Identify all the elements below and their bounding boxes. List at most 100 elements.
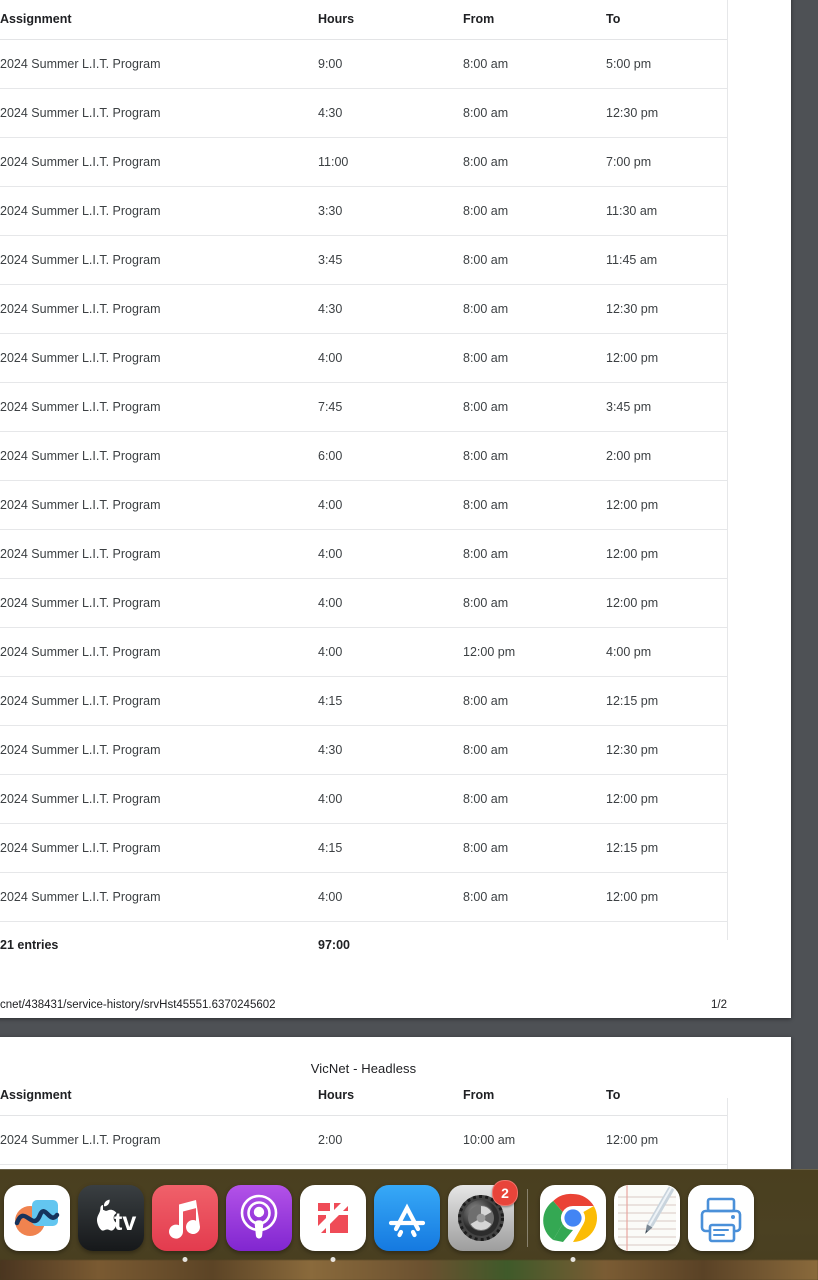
to-cell: 12:15 pm (606, 676, 727, 726)
table-header: Assignment Hours From To (0, 1076, 727, 1116)
table-header-row: Assignment Hours From To (0, 0, 727, 40)
service-history-table-wrap-page2: Assignment Hours From To 2024 Summer L.I… (0, 1076, 728, 1218)
dock-separator (518, 1188, 536, 1248)
column-header-from: From (463, 0, 606, 40)
table-row: 2024 Summer L.I.T. Program 6:00 8:00 am 2:0… (0, 431, 727, 481)
to-cell: 12:00 pm (606, 529, 727, 579)
total-entries-label: 21 entries (0, 938, 59, 952)
to-cell: 12:30 pm (606, 88, 727, 138)
from-cell: 8:00 am (463, 186, 606, 236)
assignment-cell: 2024 Summer L.I.T. Program (0, 235, 318, 285)
table-row: 2024 Summer L.I.T. Program 4:00 8:00 am 12:… (0, 578, 727, 628)
table-row: 2024 Summer L.I.T. Program 3:30 8:00 am 11:… (0, 186, 727, 236)
service-history-table-page2: Assignment Hours From To 2024 Summer L.I… (0, 1076, 727, 1165)
print-preview-page-1: Assignment Hours From To 2024 Summer L.I… (0, 0, 791, 1018)
table-footer: 21 entries 97:00 (0, 922, 727, 969)
to-cell: 3:45 pm (606, 382, 727, 432)
table-row: 2024 Summer L.I.T. Program 4:15 8:00 am 12:… (0, 676, 727, 726)
to-cell: 12:00 pm (606, 333, 727, 383)
hours-cell: 6:00 (318, 431, 463, 481)
dock-item-list: tv (0, 1176, 818, 1262)
hours-cell: 4:30 (318, 725, 463, 775)
to-cell: 12:00 pm (606, 774, 727, 824)
total-to-blank (606, 922, 727, 969)
table-header: Assignment Hours From To (0, 0, 727, 40)
assignment-cell: 2024 Summer L.I.T. Program (0, 725, 318, 775)
dock-badge-system-settings: 2 (492, 1180, 518, 1206)
hours-cell: 4:00 (318, 480, 463, 530)
assignment-cell: 2024 Summer L.I.T. Program (0, 823, 318, 873)
dock-item-google-chrome[interactable] (536, 1176, 610, 1262)
assignment-cell: 2024 Summer L.I.T. Program (0, 137, 318, 187)
hours-cell: 4:00 (318, 333, 463, 383)
dock-item-music[interactable] (148, 1176, 222, 1262)
dock-item-apple-tv[interactable]: tv (74, 1176, 148, 1260)
running-indicator-dot (570, 1257, 576, 1262)
from-cell: 8:00 am (463, 676, 606, 726)
dock-item-print-center[interactable] (684, 1176, 758, 1260)
table-body: 2024 Summer L.I.T. Program 2:00 10:00 am 12… (0, 1115, 727, 1165)
table-row: 2024 Summer L.I.T. Program 4:00 12:00 pm 4:… (0, 627, 727, 677)
dock-item-podcasts[interactable] (222, 1176, 296, 1260)
assignment-cell: 2024 Summer L.I.T. Program (0, 627, 318, 677)
from-cell: 12:00 pm (463, 627, 606, 677)
table-row: 2024 Summer L.I.T. Program 4:00 8:00 am 12:… (0, 333, 727, 383)
column-header-hours: Hours (318, 1076, 463, 1116)
from-cell: 8:00 am (463, 480, 606, 530)
table-row: 2024 Summer L.I.T. Program 3:45 8:00 am 11:… (0, 235, 727, 285)
to-cell: 12:15 pm (606, 823, 727, 873)
table-row: 2024 Summer L.I.T. Program 4:15 8:00 am 12:… (0, 823, 727, 873)
to-cell: 11:30 am (606, 186, 727, 236)
table-body: 2024 Summer L.I.T. Program 9:00 8:00 am 5:0… (0, 39, 727, 922)
from-cell: 8:00 am (463, 872, 606, 922)
to-cell: 12:30 pm (606, 284, 727, 334)
table-row: 2024 Summer L.I.T. Program 4:00 8:00 am 12:… (0, 872, 727, 922)
dock-item-notes[interactable] (610, 1176, 684, 1260)
to-cell: 12:00 pm (606, 578, 727, 628)
table-row: 2024 Summer L.I.T. Program 4:30 8:00 am 12:… (0, 725, 727, 775)
print-page-title: VicNet - Headless (310, 1061, 417, 1076)
hours-cell: 4:15 (318, 676, 463, 726)
dock-item-news[interactable] (296, 1176, 370, 1262)
table-total-row: 21 entries 97:00 (0, 922, 727, 969)
assignment-cell: 2024 Summer L.I.T. Program (0, 382, 318, 432)
column-header-hours: Hours (318, 0, 463, 40)
table-row: 2024 Summer L.I.T. Program 4:30 8:00 am 12:… (0, 284, 727, 334)
dock-item-app-store[interactable] (370, 1176, 444, 1260)
service-history-table-wrap-page1: Assignment Hours From To 2024 Summer L.I… (0, 0, 728, 969)
to-cell: 7:00 pm (606, 137, 727, 187)
from-cell: 8:00 am (463, 284, 606, 334)
from-cell: 8:00 am (463, 137, 606, 187)
to-cell: 5:00 pm (606, 39, 727, 89)
hours-cell: 4:00 (318, 774, 463, 824)
assignment-cell: 2024 Summer L.I.T. Program (0, 872, 318, 922)
from-cell: 8:00 am (463, 382, 606, 432)
print-preview-page-2: VicNet - Headless Assignment Hours From … (0, 1037, 791, 1218)
column-header-assignment: Assignment (0, 0, 318, 40)
running-indicator-dot (330, 1257, 336, 1262)
from-cell: 8:00 am (463, 431, 606, 481)
hours-cell: 3:30 (318, 186, 463, 236)
hours-cell: 2:00 (318, 1115, 463, 1165)
table-row: 2024 Summer L.I.T. Program 11:00 8:00 am 7:… (0, 137, 727, 187)
total-hours-value: 97:00 (318, 938, 350, 952)
hours-cell: 4:15 (318, 823, 463, 873)
assignment-cell: 2024 Summer L.I.T. Program (0, 578, 318, 628)
hours-cell: 4:00 (318, 578, 463, 628)
to-cell: 2:00 pm (606, 431, 727, 481)
total-from-blank (463, 922, 606, 969)
table-row: 2024 Summer L.I.T. Program 4:00 8:00 am 12:… (0, 529, 727, 579)
dock-item-freeform[interactable] (0, 1176, 74, 1260)
assignment-cell: 2024 Summer L.I.T. Program (0, 431, 318, 481)
assignment-cell: 2024 Summer L.I.T. Program (0, 186, 318, 236)
from-cell: 8:00 am (463, 529, 606, 579)
to-cell: 12:30 pm (606, 725, 727, 775)
dock-item-system-settings[interactable]: 2 (444, 1176, 518, 1260)
column-header-to: To (606, 1076, 727, 1116)
table-row: 2024 Summer L.I.T. Program 4:00 8:00 am 12:… (0, 774, 727, 824)
from-cell: 8:00 am (463, 725, 606, 775)
table-row: 2024 Summer L.I.T. Program 4:00 8:00 am 12:… (0, 480, 727, 530)
table-right-rule (727, 1098, 728, 1218)
assignment-cell: 2024 Summer L.I.T. Program (0, 284, 318, 334)
